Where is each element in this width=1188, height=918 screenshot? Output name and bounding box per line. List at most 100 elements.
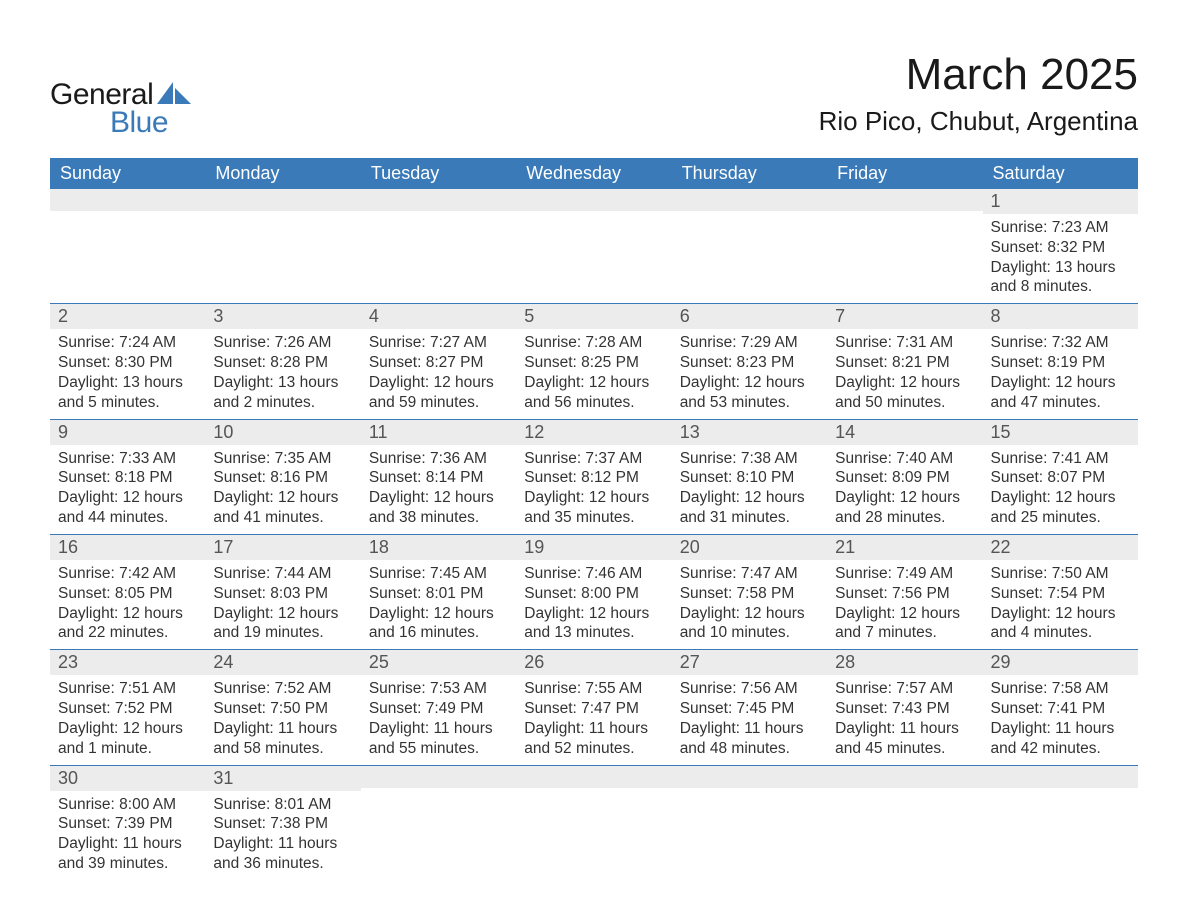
day-content [827,211,982,281]
day-line: Sunrise: 7:52 AM [213,679,352,699]
day-line: Daylight: 12 hours and 25 minutes. [991,488,1130,528]
calendar-day-cell: 7Sunrise: 7:31 AMSunset: 8:21 PMDaylight… [827,304,982,419]
day-content: Sunrise: 7:41 AMSunset: 8:07 PMDaylight:… [983,445,1138,534]
day-number [361,766,516,788]
day-number: 27 [672,650,827,675]
day-number [672,189,827,211]
day-line: Daylight: 12 hours and 35 minutes. [524,488,663,528]
day-number: 3 [205,304,360,329]
day-line: Sunrise: 7:45 AM [369,564,508,584]
title-block: March 2025 Rio Pico, Chubut, Argentina [819,50,1138,137]
day-line: Daylight: 11 hours and 45 minutes. [835,719,974,759]
calendar-day-cell: 10Sunrise: 7:35 AMSunset: 8:16 PMDayligh… [205,419,360,534]
day-line: Daylight: 12 hours and 31 minutes. [680,488,819,528]
calendar-week-row: 9Sunrise: 7:33 AMSunset: 8:18 PMDaylight… [50,419,1138,534]
calendar-day-cell: 31Sunrise: 8:01 AMSunset: 7:38 PMDayligh… [205,765,360,880]
day-number: 28 [827,650,982,675]
calendar-day-cell: 27Sunrise: 7:56 AMSunset: 7:45 PMDayligh… [672,650,827,765]
calendar-day-cell: 4Sunrise: 7:27 AMSunset: 8:27 PMDaylight… [361,304,516,419]
day-line: Sunrise: 7:40 AM [835,449,974,469]
day-content: Sunrise: 7:36 AMSunset: 8:14 PMDaylight:… [361,445,516,534]
day-line: Daylight: 12 hours and 44 minutes. [58,488,197,528]
day-number: 4 [361,304,516,329]
day-line: Sunrise: 7:27 AM [369,333,508,353]
day-content [827,788,982,858]
day-line: Sunrise: 7:47 AM [680,564,819,584]
day-line: Daylight: 11 hours and 58 minutes. [213,719,352,759]
day-line: Daylight: 11 hours and 52 minutes. [524,719,663,759]
day-content: Sunrise: 7:53 AMSunset: 7:49 PMDaylight:… [361,675,516,764]
day-content [361,788,516,858]
day-line: Sunrise: 7:44 AM [213,564,352,584]
day-line: Sunset: 7:41 PM [991,699,1130,719]
calendar-day-cell: 15Sunrise: 7:41 AMSunset: 8:07 PMDayligh… [983,419,1138,534]
day-line: Daylight: 12 hours and 41 minutes. [213,488,352,528]
calendar-day-cell: 13Sunrise: 7:38 AMSunset: 8:10 PMDayligh… [672,419,827,534]
day-line: Sunset: 8:28 PM [213,353,352,373]
month-title: March 2025 [819,50,1138,100]
day-number: 22 [983,535,1138,560]
day-line: Daylight: 11 hours and 48 minutes. [680,719,819,759]
calendar-day-cell [827,765,982,880]
calendar-day-cell [516,765,671,880]
calendar-day-cell: 20Sunrise: 7:47 AMSunset: 7:58 PMDayligh… [672,534,827,649]
day-line: Sunrise: 7:24 AM [58,333,197,353]
calendar-day-cell: 24Sunrise: 7:52 AMSunset: 7:50 PMDayligh… [205,650,360,765]
day-content [516,211,671,281]
calendar-day-cell: 1Sunrise: 7:23 AMSunset: 8:32 PMDaylight… [983,189,1138,304]
day-line: Sunrise: 7:32 AM [991,333,1130,353]
calendar-day-cell: 17Sunrise: 7:44 AMSunset: 8:03 PMDayligh… [205,534,360,649]
day-content: Sunrise: 7:27 AMSunset: 8:27 PMDaylight:… [361,329,516,418]
day-line: Daylight: 11 hours and 36 minutes. [213,834,352,874]
day-line: Sunset: 7:52 PM [58,699,197,719]
day-content [983,788,1138,858]
day-line: Sunrise: 7:31 AM [835,333,974,353]
day-content: Sunrise: 7:35 AMSunset: 8:16 PMDaylight:… [205,445,360,534]
calendar-day-cell [516,189,671,304]
day-line: Sunset: 7:43 PM [835,699,974,719]
day-content: Sunrise: 7:24 AMSunset: 8:30 PMDaylight:… [50,329,205,418]
day-content: Sunrise: 7:26 AMSunset: 8:28 PMDaylight:… [205,329,360,418]
day-number: 7 [827,304,982,329]
calendar-day-cell: 3Sunrise: 7:26 AMSunset: 8:28 PMDaylight… [205,304,360,419]
day-line: Sunset: 8:05 PM [58,584,197,604]
calendar-day-cell: 9Sunrise: 7:33 AMSunset: 8:18 PMDaylight… [50,419,205,534]
day-content: Sunrise: 7:56 AMSunset: 7:45 PMDaylight:… [672,675,827,764]
day-line: Daylight: 12 hours and 22 minutes. [58,604,197,644]
day-line: Daylight: 12 hours and 16 minutes. [369,604,508,644]
day-line: Sunrise: 7:57 AM [835,679,974,699]
logo-text-blue: Blue [110,106,191,140]
day-content: Sunrise: 7:45 AMSunset: 8:01 PMDaylight:… [361,560,516,649]
day-content: Sunrise: 7:31 AMSunset: 8:21 PMDaylight:… [827,329,982,418]
day-line: Sunrise: 7:36 AM [369,449,508,469]
day-number: 23 [50,650,205,675]
day-line: Sunrise: 7:58 AM [991,679,1130,699]
day-line: Sunset: 8:12 PM [524,468,663,488]
calendar-week-row: 30Sunrise: 8:00 AMSunset: 7:39 PMDayligh… [50,765,1138,880]
day-number: 17 [205,535,360,560]
weekday-header: Wednesday [516,158,671,189]
day-content: Sunrise: 7:50 AMSunset: 7:54 PMDaylight:… [983,560,1138,649]
day-number [361,189,516,211]
day-content [672,788,827,858]
calendar-day-cell: 12Sunrise: 7:37 AMSunset: 8:12 PMDayligh… [516,419,671,534]
day-content: Sunrise: 7:55 AMSunset: 7:47 PMDaylight:… [516,675,671,764]
day-line: Sunset: 7:56 PM [835,584,974,604]
day-number: 12 [516,420,671,445]
day-line: Daylight: 12 hours and 1 minute. [58,719,197,759]
calendar-day-cell: 11Sunrise: 7:36 AMSunset: 8:14 PMDayligh… [361,419,516,534]
page-header: General Blue March 2025 Rio Pico, Chubut… [50,50,1138,140]
day-line: Daylight: 12 hours and 13 minutes. [524,604,663,644]
logo: General Blue [50,78,191,140]
calendar-day-cell: 26Sunrise: 7:55 AMSunset: 7:47 PMDayligh… [516,650,671,765]
location-subtitle: Rio Pico, Chubut, Argentina [819,106,1138,137]
day-line: Sunrise: 7:55 AM [524,679,663,699]
day-line: Daylight: 12 hours and 53 minutes. [680,373,819,413]
day-line: Sunset: 8:23 PM [680,353,819,373]
calendar-day-cell: 5Sunrise: 7:28 AMSunset: 8:25 PMDaylight… [516,304,671,419]
day-number [672,766,827,788]
calendar-week-row: 1Sunrise: 7:23 AMSunset: 8:32 PMDaylight… [50,189,1138,304]
day-content: Sunrise: 7:57 AMSunset: 7:43 PMDaylight:… [827,675,982,764]
day-line: Sunset: 8:16 PM [213,468,352,488]
calendar-day-cell [361,189,516,304]
